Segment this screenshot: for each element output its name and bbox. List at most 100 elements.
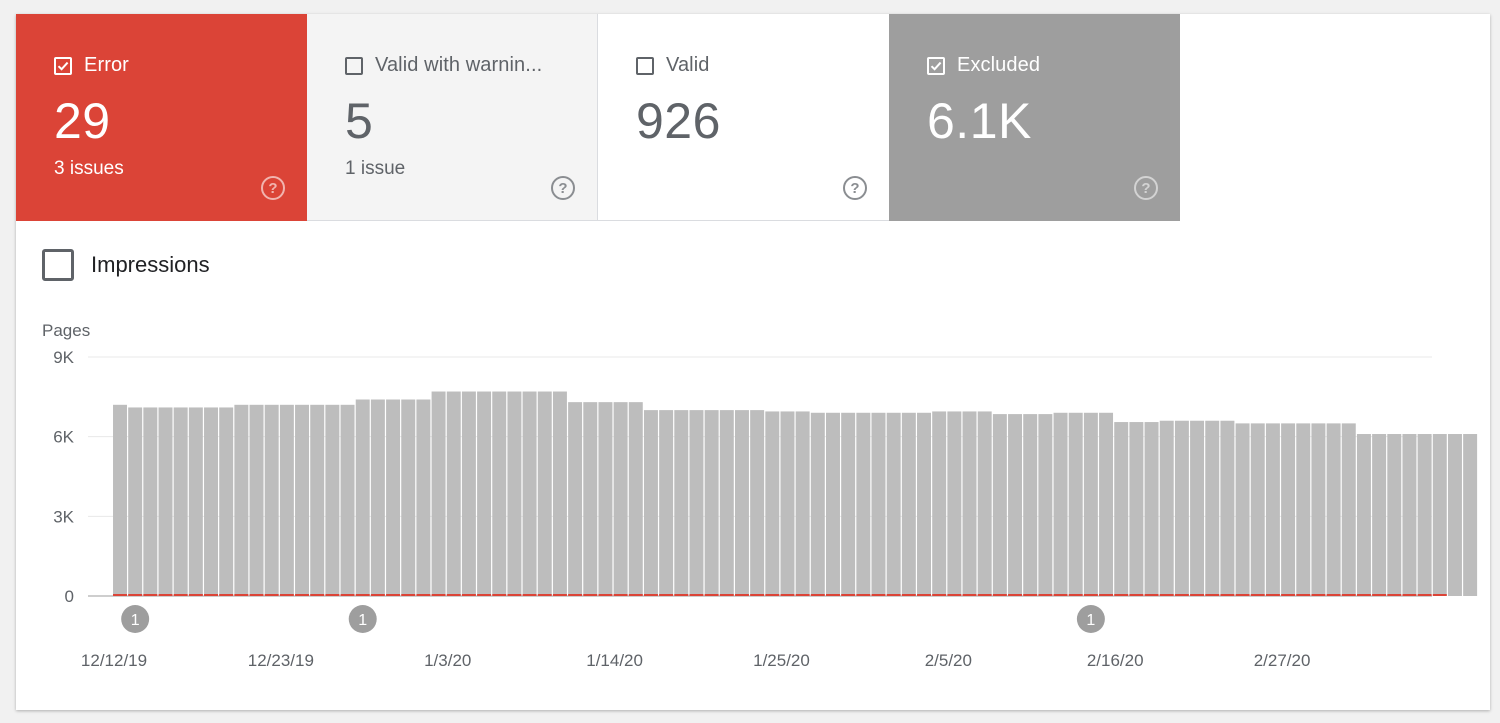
bar-error[interactable]	[1281, 594, 1296, 596]
bar-error[interactable]	[1220, 594, 1235, 596]
bar-error[interactable]	[947, 594, 962, 596]
bar-error[interactable]	[158, 594, 173, 596]
bar-excluded[interactable]	[734, 410, 749, 596]
bar-error[interactable]	[370, 594, 385, 596]
bar-excluded[interactable]	[1447, 434, 1462, 596]
annotation-marker[interactable]: 1	[1076, 605, 1105, 633]
bar-error[interactable]	[355, 594, 370, 596]
bar-excluded[interactable]	[1023, 414, 1038, 596]
bar-error[interactable]	[628, 594, 643, 596]
bar-error[interactable]	[750, 594, 765, 596]
bar-excluded[interactable]	[552, 391, 567, 596]
bar-excluded[interactable]	[310, 404, 325, 596]
bar-excluded[interactable]	[856, 412, 871, 596]
bar-error[interactable]	[810, 594, 825, 596]
tile-valid-with-warnings[interactable]: Valid with warnin... 5 1 issue ?	[307, 14, 598, 221]
bar-excluded[interactable]	[537, 391, 552, 596]
bar-error[interactable]	[1265, 594, 1280, 596]
bar-error[interactable]	[173, 594, 188, 596]
bar-error[interactable]	[1099, 594, 1114, 596]
bar-excluded[interactable]	[765, 411, 780, 596]
annotation-marker[interactable]: 1	[348, 605, 377, 633]
bar-error[interactable]	[765, 594, 780, 596]
bar-error[interactable]	[386, 594, 401, 596]
bar-error[interactable]	[613, 594, 628, 596]
bar-error[interactable]	[841, 594, 856, 596]
bar-excluded[interactable]	[841, 412, 856, 596]
bar-error[interactable]	[1250, 594, 1265, 596]
bar-excluded[interactable]	[689, 410, 704, 596]
bar-excluded[interactable]	[659, 410, 674, 596]
bar-error[interactable]	[249, 594, 264, 596]
bar-excluded[interactable]	[188, 407, 203, 596]
bar-excluded[interactable]	[719, 410, 734, 596]
bar-excluded[interactable]	[643, 410, 658, 596]
bar-error[interactable]	[552, 594, 567, 596]
bar-error[interactable]	[522, 594, 537, 596]
bar-excluded[interactable]	[1205, 420, 1220, 596]
bar-error[interactable]	[977, 594, 992, 596]
bar-excluded[interactable]	[370, 399, 385, 596]
bar-error[interactable]	[704, 594, 719, 596]
bar-error[interactable]	[826, 594, 840, 596]
bar-excluded[interactable]	[1083, 412, 1098, 596]
bar-excluded[interactable]	[932, 411, 947, 596]
bar-excluded[interactable]	[704, 410, 719, 596]
bar-excluded[interactable]	[598, 402, 613, 596]
checkbox-unchecked-icon[interactable]	[636, 56, 654, 75]
bar-error[interactable]	[1417, 594, 1432, 596]
bar-error[interactable]	[1083, 594, 1098, 596]
bar-excluded[interactable]	[1296, 423, 1311, 596]
bar-error[interactable]	[128, 594, 143, 596]
bar-error[interactable]	[219, 594, 234, 596]
bar-excluded[interactable]	[1281, 423, 1296, 596]
bar-excluded[interactable]	[1432, 434, 1447, 596]
bar-excluded[interactable]	[295, 404, 310, 596]
bar-excluded[interactable]	[1341, 423, 1356, 596]
bar-excluded[interactable]	[1174, 420, 1189, 596]
bar-error[interactable]	[795, 594, 810, 596]
bar-error[interactable]	[279, 594, 294, 596]
bar-error[interactable]	[325, 594, 340, 596]
bar-excluded[interactable]	[780, 411, 795, 596]
bar-excluded[interactable]	[977, 411, 992, 596]
help-icon[interactable]: ?	[1134, 176, 1158, 200]
bar-error[interactable]	[992, 594, 1007, 596]
bar-excluded[interactable]	[355, 399, 370, 596]
bar-excluded[interactable]	[128, 407, 143, 596]
bar-excluded[interactable]	[750, 410, 765, 596]
bar-error[interactable]	[1341, 594, 1356, 596]
bar-excluded[interactable]	[507, 391, 522, 596]
bar-excluded[interactable]	[340, 404, 355, 596]
bar-error[interactable]	[659, 594, 674, 596]
bar-excluded[interactable]	[386, 399, 401, 596]
bar-excluded[interactable]	[795, 411, 810, 596]
bar-excluded[interactable]	[871, 412, 886, 596]
bar-excluded[interactable]	[583, 402, 598, 596]
bar-excluded[interactable]	[113, 404, 127, 596]
bar-excluded[interactable]	[401, 399, 416, 596]
bar-excluded[interactable]	[1326, 423, 1341, 596]
bar-error[interactable]	[1008, 594, 1023, 596]
bar-error[interactable]	[1387, 594, 1402, 596]
help-icon[interactable]: ?	[843, 176, 867, 200]
bar-excluded[interactable]	[1159, 420, 1174, 596]
bar-error[interactable]	[643, 594, 658, 596]
bar-error[interactable]	[188, 594, 203, 596]
bar-error[interactable]	[477, 594, 492, 596]
bar-excluded[interactable]	[431, 391, 446, 596]
bar-error[interactable]	[537, 594, 552, 596]
checkbox-checked-icon[interactable]	[927, 56, 945, 75]
annotation-circle[interactable]	[348, 605, 377, 633]
bar-error[interactable]	[856, 594, 871, 596]
bar-error[interactable]	[583, 594, 598, 596]
bar-error[interactable]	[446, 594, 461, 596]
bar-error[interactable]	[1053, 594, 1068, 596]
bar-error[interactable]	[780, 594, 795, 596]
bar-error[interactable]	[1159, 594, 1174, 596]
bar-excluded[interactable]	[1129, 422, 1144, 596]
bar-excluded[interactable]	[1372, 434, 1387, 596]
bar-error[interactable]	[1356, 594, 1371, 596]
bar-excluded[interactable]	[325, 404, 340, 596]
bar-error[interactable]	[1174, 594, 1189, 596]
